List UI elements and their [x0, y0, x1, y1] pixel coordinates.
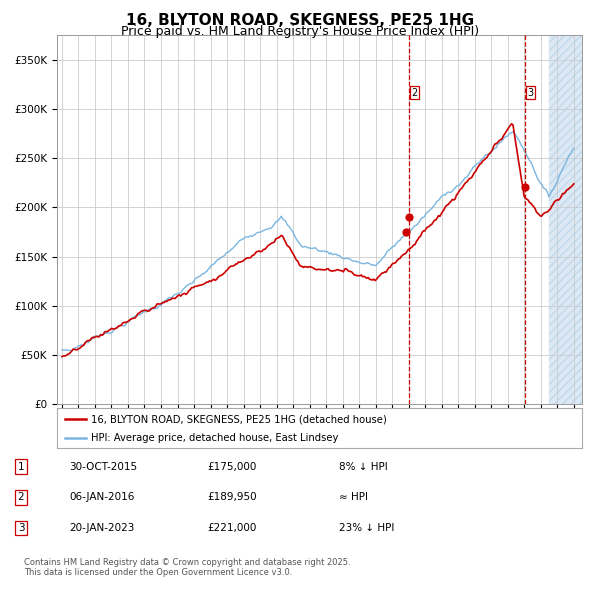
Text: £175,000: £175,000: [207, 462, 256, 471]
Text: ≈ HPI: ≈ HPI: [339, 493, 368, 502]
Text: 20-JAN-2023: 20-JAN-2023: [69, 523, 134, 533]
Text: 8% ↓ HPI: 8% ↓ HPI: [339, 462, 388, 471]
Text: 06-JAN-2016: 06-JAN-2016: [69, 493, 134, 502]
Text: 3: 3: [527, 87, 533, 97]
Text: HPI: Average price, detached house, East Lindsey: HPI: Average price, detached house, East…: [91, 432, 338, 442]
Bar: [549, 35, 590, 404]
Text: £221,000: £221,000: [207, 523, 256, 533]
Text: 16, BLYTON ROAD, SKEGNESS, PE25 1HG (detached house): 16, BLYTON ROAD, SKEGNESS, PE25 1HG (det…: [91, 414, 387, 424]
Text: Price paid vs. HM Land Registry's House Price Index (HPI): Price paid vs. HM Land Registry's House …: [121, 25, 479, 38]
Text: Contains HM Land Registry data © Crown copyright and database right 2025.
This d: Contains HM Land Registry data © Crown c…: [24, 558, 350, 577]
Point: [520, 182, 530, 192]
Text: £189,950: £189,950: [207, 493, 257, 502]
Text: 3: 3: [17, 523, 25, 533]
Text: 23% ↓ HPI: 23% ↓ HPI: [339, 523, 394, 533]
Text: 1: 1: [17, 462, 25, 471]
Text: 2: 2: [412, 87, 418, 97]
Text: 16, BLYTON ROAD, SKEGNESS, PE25 1HG: 16, BLYTON ROAD, SKEGNESS, PE25 1HG: [126, 13, 474, 28]
Text: 2: 2: [17, 493, 25, 502]
Text: 30-OCT-2015: 30-OCT-2015: [69, 462, 137, 471]
Bar: [549, 35, 590, 404]
Point: [404, 212, 414, 222]
Point: [401, 227, 410, 237]
